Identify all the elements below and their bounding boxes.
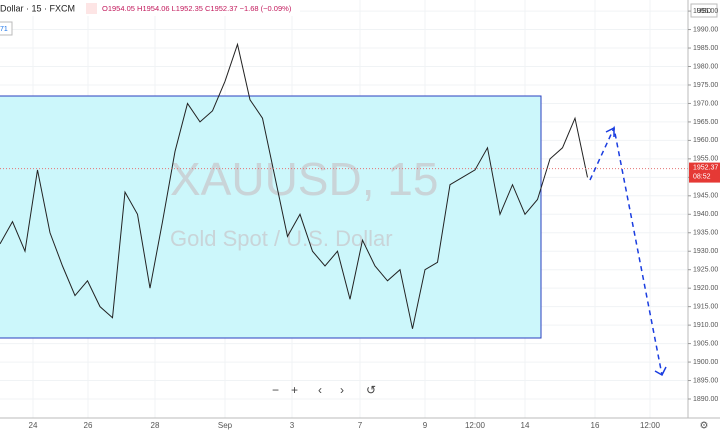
x-tick-label: 7 [358,421,363,430]
symbol-title: Dollar · 15 · FXCM [0,3,75,13]
y-tick-label: 1985.00 [693,45,718,52]
x-tick-label: 16 [591,421,600,430]
x-tick-label: 12:00 [640,421,661,430]
x-axis: 24 26 28 Sep 3 7 9 12:00 14 16 12:00 [29,421,661,430]
y-tick-label: 1945.00 [693,193,718,200]
scroll-left[interactable]: ‹ [318,383,322,397]
x-tick-label: 26 [84,421,93,430]
x-tick-label: 14 [521,421,530,430]
price-line [0,42,588,329]
y-tick-label: 1900.00 [693,359,718,366]
y-tick-label: 1915.00 [693,303,718,310]
y-tick-label: 1960.00 [693,137,718,144]
ohlc: O1954.05 H1954.06 L1952.35 C1952.37 −1.6… [102,4,292,13]
scroll-right[interactable]: › [340,383,344,397]
watermark-name: Gold Spot / U.S. Dollar [170,226,393,251]
watermark-symbol: XAUUSD, 15 [170,153,438,205]
y-tick-label: 1920.00 [693,285,718,292]
arrow-head [654,366,667,377]
last-price-tag [689,162,720,183]
currency-box [690,3,718,18]
badge: 71 [0,26,8,33]
y-tick-label: 1975.00 [693,82,718,89]
plot [0,42,688,329]
flag [86,3,97,14]
badge-box [0,21,13,36]
arrow-head [605,126,615,137]
y-tick-label: 1935.00 [693,230,718,237]
x-tick-label: 28 [151,421,160,430]
x-tick-label: 9 [423,421,428,430]
x-tick-label: 24 [29,421,38,430]
x-tick-label: 12:00 [465,421,486,430]
currency: USD [697,8,712,15]
y-tick-label: 1955.00 [693,156,718,163]
settings[interactable]: ⚙ [700,421,709,432]
price-axis [688,0,720,418]
zoom-out[interactable]: − [272,383,279,397]
y-tick-label: 1980.00 [693,63,718,70]
y-tick-label: 1895.00 [693,377,718,384]
zoom-toolbar: − + ‹ › ↺ [272,383,376,397]
y-tick-label: 1965.00 [693,119,718,126]
y-tick-label: 1940.00 [693,211,718,218]
x-tick-label: Sep [218,421,233,430]
y-tick-label: 1990.00 [693,26,718,33]
y-tick-label: 1890.00 [693,396,718,403]
y-tick-label: 1910.00 [693,322,718,329]
y-tick-label: 1970.00 [693,100,718,107]
range-box [0,95,542,339]
last-price-label: 1952.37 [693,164,718,171]
y-tick-label: 1905.00 [693,340,718,347]
zoom-in[interactable]: + [291,383,298,397]
y-axis: 1890.00 1895.00 1900.00 1905.00 1910.00 1915.… [688,8,720,403]
legend-bg [0,0,300,16]
y-tick-label: 1925.00 [693,267,718,274]
y-tick-label: 1995.00 [693,8,718,15]
countdown: 08:52 [693,173,711,180]
time-axis [0,418,720,435]
y-tick-label: 1930.00 [693,248,718,255]
x-tick-label: 3 [290,421,295,430]
reset[interactable]: ↺ [366,383,376,397]
